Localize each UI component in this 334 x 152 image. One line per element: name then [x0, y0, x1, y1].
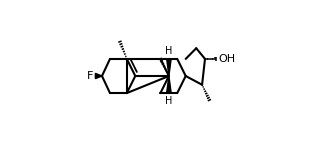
Polygon shape — [167, 59, 171, 76]
Text: OH: OH — [218, 54, 235, 64]
Polygon shape — [96, 73, 102, 79]
Polygon shape — [167, 76, 171, 92]
Text: H: H — [165, 46, 173, 55]
Text: H: H — [165, 97, 173, 106]
Text: F: F — [87, 71, 94, 81]
